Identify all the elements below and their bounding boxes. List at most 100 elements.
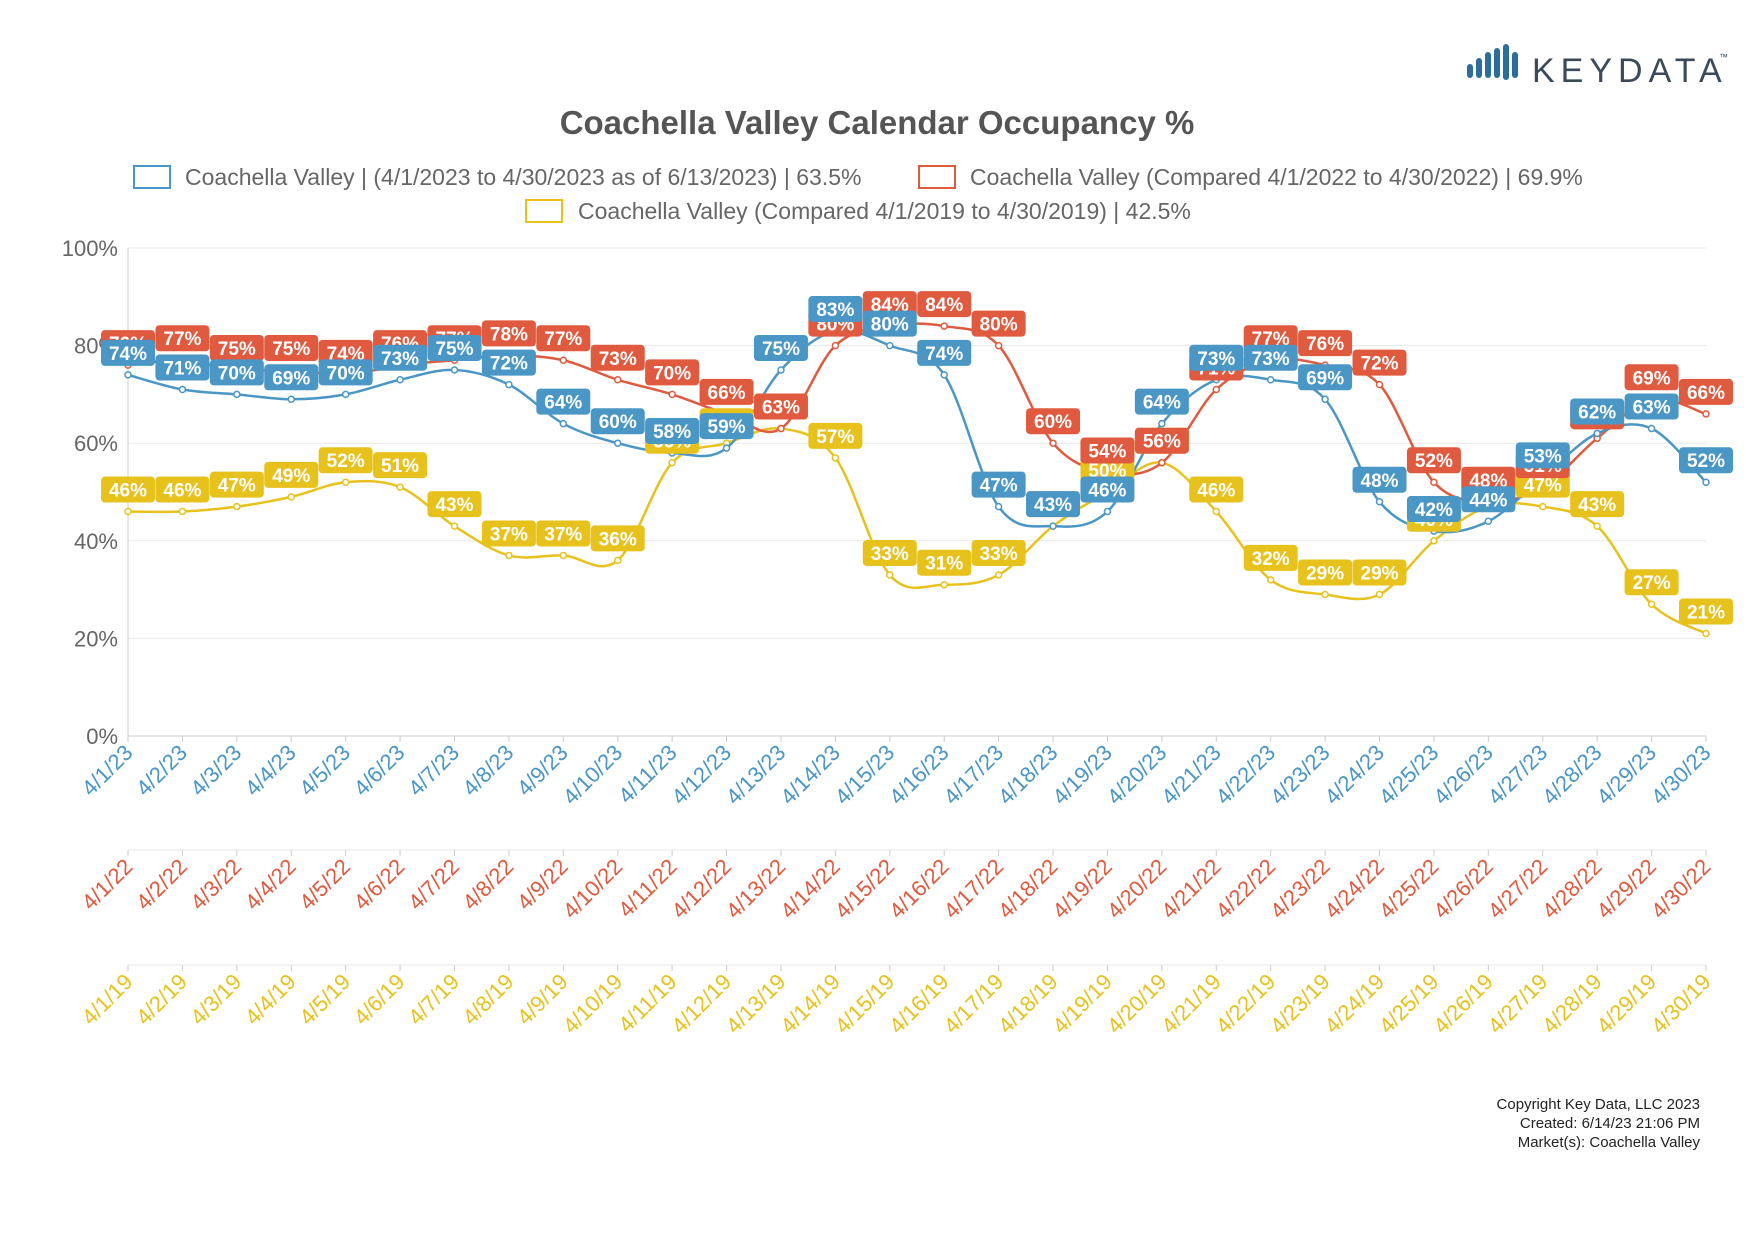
data-label-bg: [862, 539, 917, 566]
footer-info: Copyright Key Data, LLC 2023 Created: 6/…: [1497, 1095, 1700, 1152]
data-label-text: 46%: [1197, 481, 1235, 502]
data-label-bg: [1624, 393, 1679, 420]
legend-swatch-2019[interactable]: [525, 199, 563, 223]
data-label-bg: [536, 325, 591, 352]
x-tick-label: 4/25/23: [1374, 740, 1444, 810]
legend-swatch-2023[interactable]: [133, 165, 171, 189]
data-label: 58%: [645, 417, 700, 444]
data-label-text: 47%: [218, 476, 256, 497]
x-tick-label: 4/4/23: [240, 740, 301, 801]
data-label-bg: [1406, 496, 1461, 523]
data-label-text: 64%: [1143, 393, 1181, 414]
data-label-text: 54%: [1088, 441, 1126, 462]
data-label: 75%: [209, 335, 264, 361]
data-label-bg: [155, 476, 210, 503]
x-tick-label: 4/17/22: [939, 854, 1009, 924]
data-label: 51%: [373, 452, 428, 479]
data-label-text: 21%: [1687, 603, 1725, 624]
data-label-bg: [481, 520, 536, 547]
data-label-text: 83%: [816, 300, 854, 321]
x-tick-label: 4/1/19: [77, 969, 138, 1030]
data-point: [886, 341, 894, 350]
data-label: 63%: [753, 393, 808, 420]
data-label: 73%: [590, 344, 645, 371]
data-label-text: 80%: [980, 315, 1018, 336]
x-tick-label: 4/23/23: [1265, 740, 1335, 810]
legend-label-2019[interactable]: Coachella Valley (Compared 4/1/2019 to 4…: [578, 198, 1191, 224]
data-point: [1375, 380, 1384, 389]
data-label-text: 52%: [1687, 451, 1725, 472]
data-label: 76%: [1298, 330, 1353, 357]
data-label: 52%: [1406, 447, 1461, 474]
x-tick-label: 4/22/22: [1211, 854, 1281, 924]
data-label-bg: [101, 339, 155, 366]
x-tick-label: 4/15/23: [830, 740, 900, 810]
y-tick-label: 40%: [74, 529, 118, 554]
data-label: 43%: [1570, 491, 1625, 518]
data-label-bg: [590, 344, 645, 371]
x-tick-label: 4/21/19: [1156, 969, 1226, 1039]
data-label-bg: [1679, 447, 1733, 474]
data-label: 47%: [971, 471, 1026, 498]
x-tick-label: 4/13/19: [721, 969, 791, 1039]
data-label-bg: [1080, 476, 1135, 503]
legend-label-2023[interactable]: Coachella Valley | (4/1/2023 to 4/30/202…: [185, 164, 862, 190]
data-label-bg: [1352, 559, 1407, 586]
data-label-text: 73%: [599, 349, 637, 370]
x-tick-label: 4/8/22: [457, 854, 518, 915]
data-label: 47%: [209, 471, 264, 498]
data-point: [559, 356, 568, 364]
data-label: 37%: [536, 520, 591, 547]
x-tick-label: 4/28/19: [1537, 969, 1607, 1039]
data-label: 46%: [1080, 476, 1135, 503]
x-tick-label: 4/22/19: [1211, 969, 1281, 1039]
data-point: [178, 507, 187, 516]
data-point: [124, 507, 132, 516]
x-tick-label: 4/21/23: [1156, 740, 1226, 810]
data-label-text: 72%: [1361, 354, 1399, 375]
data-label-text: 62%: [1578, 402, 1616, 423]
data-label: 46%: [155, 476, 210, 503]
data-label: 43%: [1026, 491, 1081, 518]
x-tick-label: 4/30/23: [1646, 740, 1716, 810]
data-point: [613, 376, 622, 384]
data-label: 83%: [808, 295, 863, 322]
data-point: [1212, 507, 1221, 516]
data-label-bg: [155, 354, 210, 381]
data-label: 63%: [1624, 393, 1679, 420]
logo-trademark: ™: [1719, 52, 1728, 62]
data-label: 70%: [209, 359, 264, 386]
data-label-bg: [971, 471, 1026, 498]
x-tick-label: 4/18/23: [993, 740, 1063, 810]
data-label-bg: [1243, 544, 1298, 571]
data-label-text: 75%: [272, 339, 310, 360]
data-label: 47%: [1515, 471, 1570, 498]
data-label: 75%: [753, 335, 808, 361]
data-point: [668, 458, 676, 467]
y-tick-label: 100%: [62, 236, 118, 261]
data-label-text: 33%: [980, 544, 1018, 565]
data-label: 36%: [590, 525, 645, 552]
footer-markets: Market(s): Coachella Valley: [1517, 1134, 1700, 1151]
legend-swatch-2022[interactable]: [918, 165, 956, 189]
data-label: 43%: [427, 491, 482, 518]
data-point: [1321, 395, 1329, 404]
data-point: [940, 322, 948, 330]
keydata-logo-icon: [1467, 44, 1518, 80]
data-label-text: 60%: [1034, 412, 1072, 433]
data-label-bg: [808, 295, 863, 322]
legend-label-2022[interactable]: Coachella Valley (Compared 4/1/2022 to 4…: [970, 164, 1583, 190]
data-label-bg: [373, 452, 428, 479]
data-label-text: 70%: [218, 363, 256, 384]
data-label-text: 37%: [544, 524, 582, 545]
data-point: [1158, 419, 1166, 428]
data-label: 29%: [1352, 559, 1407, 586]
data-label-text: 66%: [708, 383, 746, 404]
data-label-bg: [1189, 476, 1244, 503]
data-label-text: 48%: [1361, 471, 1399, 492]
x-tick-label: 4/18/19: [993, 969, 1063, 1039]
data-label-text: 76%: [1306, 334, 1344, 355]
data-point: [940, 580, 948, 589]
data-label: 48%: [1352, 466, 1407, 493]
data-label-bg: [1298, 559, 1353, 586]
